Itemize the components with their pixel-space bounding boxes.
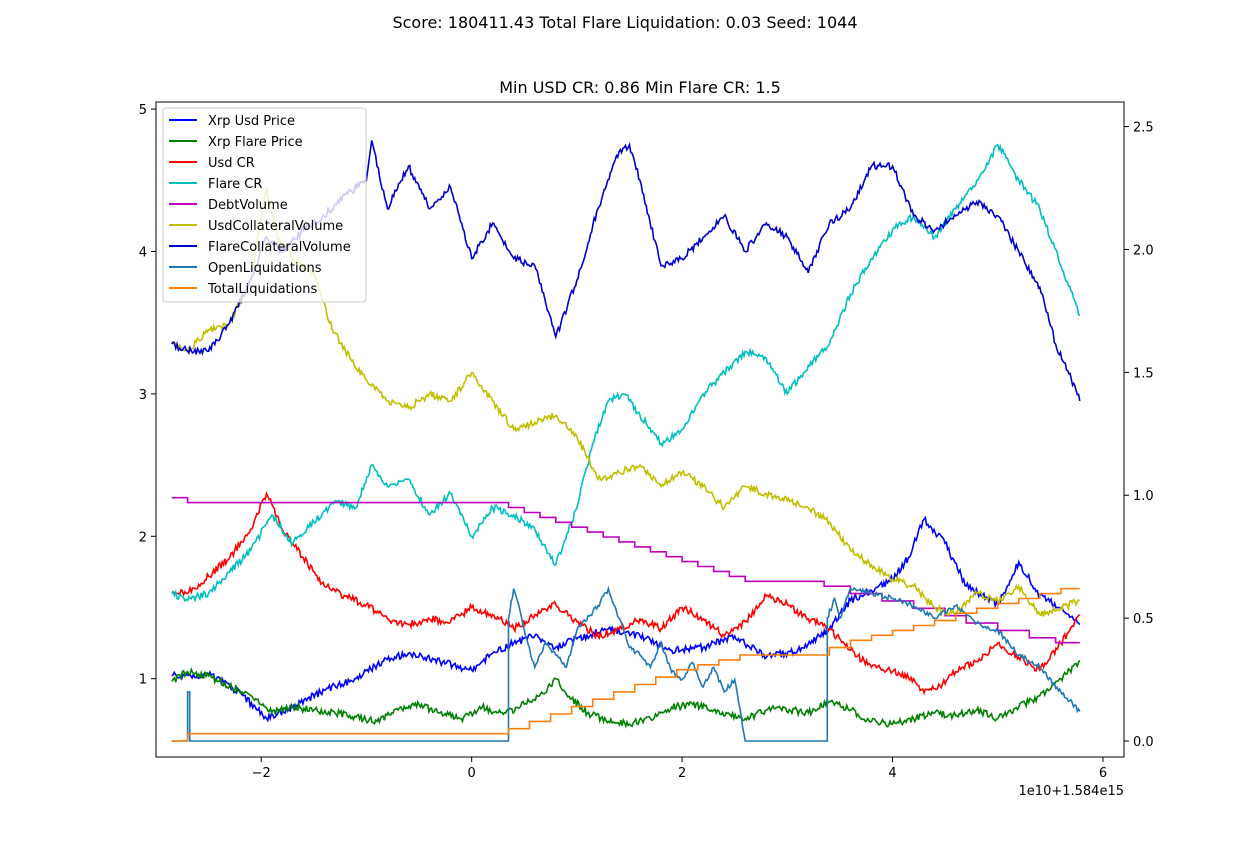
series-line-xrp-usd-price: [171, 515, 1081, 723]
x-axis-offset-text: 1e10+1.584e15: [1019, 784, 1124, 799]
legend-label: DebtVolume: [208, 198, 288, 213]
x-tick-label: 2: [678, 766, 686, 781]
figure-suptitle: Score: 180411.43 Total Flare Liquidation…: [392, 13, 858, 32]
series-line-totalliquidations: [171, 587, 1080, 742]
x-tick-label: −2: [252, 766, 271, 781]
series-line-flare-cr: [171, 143, 1081, 603]
legend-label: Flare CR: [208, 177, 262, 192]
series-line-xrp-flare-price: [171, 659, 1081, 729]
series-lines: [171, 140, 1081, 742]
legend: Xrp Usd Price Xrp Flare Price Usd CR Flare …: [162, 107, 367, 303]
series-line-openliquidations: [171, 585, 1081, 742]
x-axis-ticks: −2 0 2 4 6: [252, 757, 1107, 781]
series-line-usd-cr: [171, 491, 1081, 696]
series-line-usdcollateralvolume: [171, 187, 1081, 617]
legend-label: UsdCollateralVolume: [208, 219, 343, 234]
left-y-tick-label: 5: [139, 103, 147, 118]
x-tick-label: 0: [468, 766, 476, 781]
left-y-tick-label: 3: [139, 388, 147, 403]
right-y-axis-ticks: 0.0 0.5 1.0 1.5 2.0 2.5: [1124, 121, 1154, 750]
axes-title: Min USD CR: 0.86 Min Flare CR: 1.5: [499, 78, 781, 97]
legend-label: Usd CR: [208, 156, 255, 171]
x-tick-label: 4: [888, 766, 896, 781]
axes-frame: [155, 101, 1125, 758]
right-y-tick-label: 0.5: [1133, 612, 1154, 627]
right-y-tick-label: 1.5: [1133, 366, 1154, 381]
left-y-axis-ticks: 1 2 3 4 5: [139, 103, 156, 688]
legend-label: Xrp Flare Price: [208, 135, 303, 150]
x-tick-label: 6: [1099, 766, 1107, 781]
right-y-tick-label: 0.0: [1133, 735, 1154, 750]
right-y-tick-label: 2.5: [1133, 121, 1154, 136]
left-y-tick-label: 1: [139, 673, 147, 688]
legend-label: Xrp Usd Price: [208, 114, 295, 129]
legend-label: TotalLiquidations: [207, 282, 317, 297]
legend-label: FlareCollateralVolume: [208, 240, 351, 255]
left-y-tick-label: 4: [139, 246, 147, 261]
legend-label: OpenLiquidations: [208, 261, 322, 276]
right-y-tick-label: 1.0: [1133, 489, 1154, 504]
legend-box: [162, 107, 367, 303]
left-y-tick-label: 2: [139, 530, 147, 545]
right-y-tick-label: 2.0: [1133, 243, 1154, 258]
